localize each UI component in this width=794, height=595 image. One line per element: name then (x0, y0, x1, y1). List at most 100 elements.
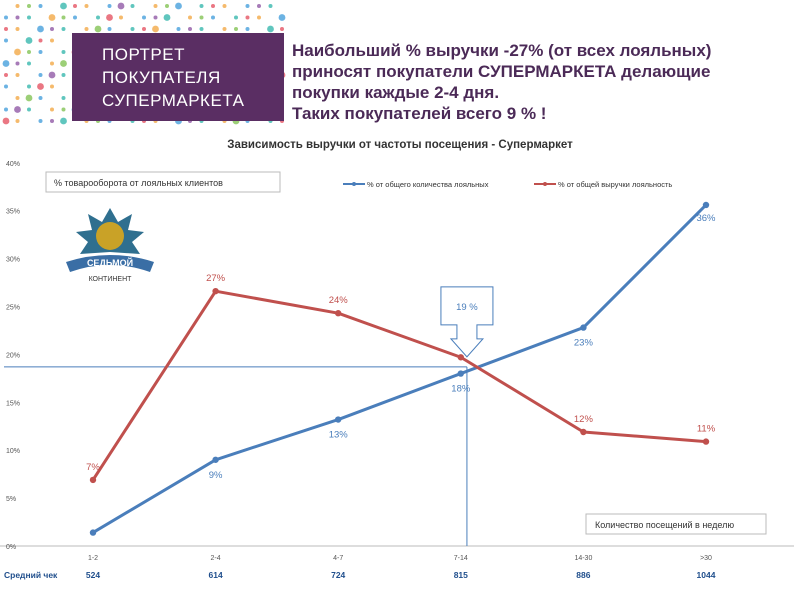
decorative-dot (199, 15, 204, 20)
headline-line-3: покупки каждые 2-4 дня. (292, 83, 500, 102)
decorative-dot (142, 15, 146, 20)
decorative-dot (60, 2, 67, 10)
y-tick-label: 20% (6, 352, 20, 359)
decorative-dot (15, 119, 20, 123)
headline: Наибольший % выручки -27% (от всех лояль… (292, 40, 792, 124)
decorative-dot (61, 15, 66, 20)
decorative-dot (38, 4, 43, 8)
decorative-dot (50, 61, 54, 66)
average-check-value: 524 (86, 570, 100, 580)
decorative-dot (153, 15, 158, 20)
headline-line-2: приносят покупатели СУПЕРМАРКЕТА делающи… (292, 62, 711, 81)
decorative-dot (27, 4, 31, 8)
y-tick-label: 40% (6, 161, 20, 168)
decorative-dot (4, 27, 8, 31)
decorative-dot (211, 4, 215, 8)
decorative-dot (14, 48, 21, 56)
decorative-dot (50, 27, 54, 31)
decorative-dot (27, 15, 31, 20)
y-tick-label: 30% (6, 257, 20, 264)
decorative-dot (4, 107, 8, 112)
average-check-value: 724 (331, 570, 345, 580)
data-point (580, 428, 587, 436)
data-point (702, 438, 710, 445)
decorative-dot (142, 27, 146, 31)
decorative-dot (245, 27, 250, 31)
decorative-dot (117, 2, 125, 10)
decorative-dot (48, 14, 56, 21)
decorative-dot (107, 27, 112, 31)
decorative-dot (50, 119, 54, 123)
decorative-dot (234, 27, 238, 31)
decorative-dot (257, 15, 261, 20)
chart-title: Зависимость выручки от частоты посещения… (227, 139, 573, 151)
decorative-dot (152, 25, 159, 33)
decorative-dot (175, 2, 182, 10)
data-point (212, 287, 219, 295)
logo: СЕДЬМОЙ КОНТИНЕНТ (66, 208, 154, 283)
decorative-dot (94, 25, 102, 33)
decorative-dot (73, 4, 77, 8)
y-tick-label: 10% (6, 448, 20, 455)
decorative-dot (119, 15, 123, 20)
data-point (580, 324, 587, 331)
average-check-value: 1044 (697, 570, 716, 580)
data-label: 7% (86, 462, 100, 473)
decorative-dot (38, 119, 43, 123)
decorative-dot (50, 107, 54, 112)
y-tick-label: 25% (6, 305, 20, 312)
series-line-blue (92, 203, 708, 534)
decorative-dot (15, 73, 20, 77)
y-tick-label: 15% (6, 400, 20, 407)
title-line-2: ПОКУПАТЕЛЯ (102, 68, 221, 87)
decorative-dot (278, 14, 286, 21)
decorative-dot (280, 27, 284, 31)
decorative-dot (163, 14, 171, 21)
logo-ribbon-icon (66, 255, 154, 272)
average-check-value: 614 (209, 570, 223, 580)
decorative-dot (37, 83, 44, 90)
xlabel-box (585, 513, 767, 535)
average-check-value: 886 (576, 570, 590, 580)
legend-marker-red (543, 182, 547, 186)
average-check-value: 815 (454, 570, 468, 580)
headline-line-1: Наибольший % выручки -27% (от всех лояль… (292, 41, 712, 60)
y-tick-label: 35% (6, 209, 20, 216)
legend: % от общего количества лояльных % от общ… (343, 180, 672, 189)
x-axis-label: Количество посещений в неделю (595, 520, 734, 530)
decorative-dot (50, 84, 54, 89)
data-label: 11% (697, 424, 716, 435)
decorative-dot (38, 50, 43, 54)
title-line-1: ПОРТРЕТ (102, 45, 185, 64)
legend-label-red: % от общей выручки лояльность (558, 180, 672, 189)
logo-top-text: СЕДЬМОЙ (87, 257, 133, 268)
decorative-dot (61, 73, 66, 77)
decorative-dot (61, 107, 66, 112)
data-label: 27% (206, 273, 226, 284)
series-line-red (91, 289, 707, 481)
data-point (335, 310, 342, 317)
logo-center-icon (96, 222, 124, 250)
decorative-dot (73, 15, 77, 20)
decorative-dot (2, 60, 10, 67)
decorative-dot (107, 4, 112, 8)
x-tick-label: >30 (700, 555, 712, 562)
data-point (212, 456, 219, 463)
legend-label-blue: % от общего количества лояльных (367, 180, 489, 189)
decorative-dot (38, 38, 43, 43)
decorative-dot (50, 38, 54, 43)
decorative-dot (188, 15, 192, 20)
data-label: 24% (329, 295, 349, 306)
decorative-dot (25, 94, 33, 102)
decorative-dot (199, 4, 204, 8)
decorative-dot (60, 60, 67, 67)
decorative-dot (27, 61, 31, 66)
decorative-dot (268, 4, 273, 8)
data-point (335, 416, 342, 423)
decorative-dot (130, 27, 135, 31)
decorative-dot (15, 27, 20, 31)
decorative-dot (4, 38, 8, 43)
data-label: 36% (696, 213, 716, 224)
decorative-dot (84, 27, 89, 31)
decorative-dot (48, 71, 56, 79)
